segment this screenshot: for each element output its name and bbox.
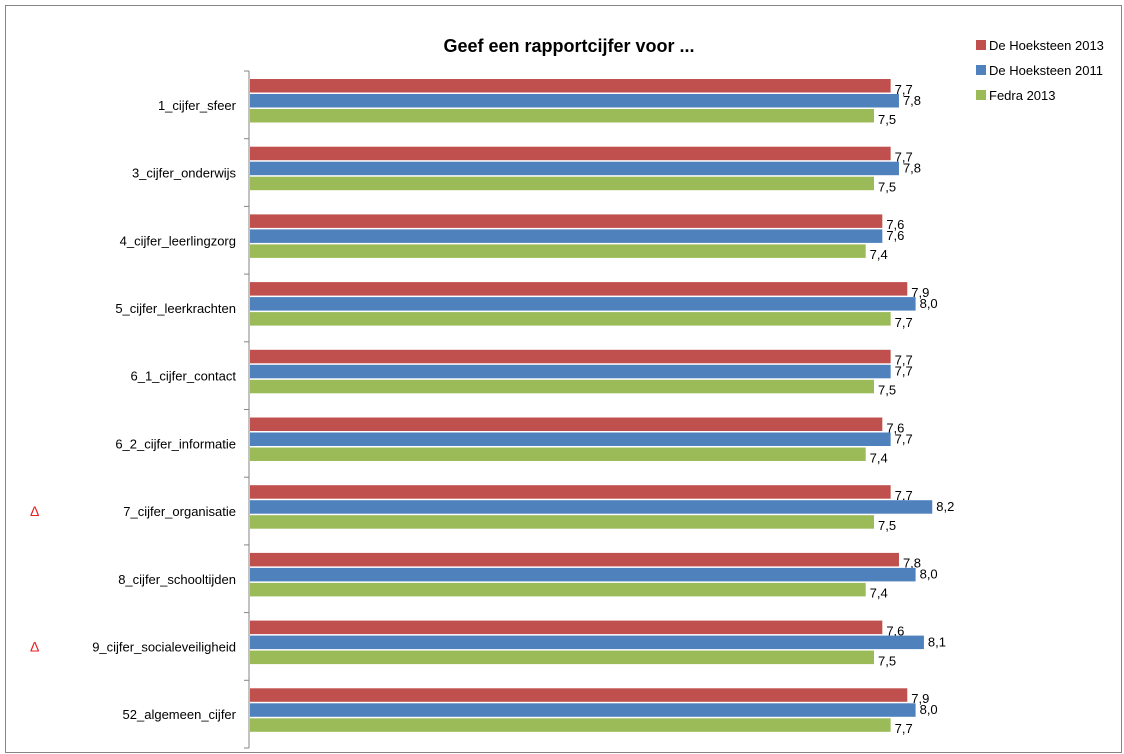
data-label: 8,2 — [936, 499, 954, 514]
bar — [250, 379, 874, 394]
data-label: 7,7 — [895, 149, 913, 164]
bar — [250, 282, 908, 296]
data-label: 7,6 — [886, 420, 904, 435]
legend-swatch — [976, 40, 986, 50]
bar — [250, 79, 891, 93]
chart-title: Geef een rapportcijfer voor ... — [443, 36, 694, 56]
data-label: 7,7 — [895, 488, 913, 503]
data-label: 7,7 — [895, 82, 913, 97]
data-label: 8,1 — [928, 634, 946, 649]
category-label: 1_cijfer_sfeer — [158, 98, 237, 113]
data-label: 7,4 — [870, 450, 888, 465]
data-label: 8,0 — [920, 296, 938, 311]
bar — [250, 146, 891, 161]
data-label: 7,9 — [911, 285, 929, 300]
bar — [250, 620, 883, 635]
category-label: 6_1_cijfer_contact — [130, 369, 236, 384]
bar — [250, 312, 891, 326]
delta-marker: Δ — [30, 638, 39, 654]
bar — [250, 703, 916, 717]
bar — [250, 94, 899, 108]
bar — [250, 297, 916, 311]
bar — [250, 349, 891, 364]
legend-entry: De Hoeksteen 2013 — [989, 38, 1104, 53]
category-label: 9_cijfer_socialeveiligheid — [92, 639, 236, 654]
legend-entry: De Hoeksteen 2011 — [989, 63, 1103, 78]
data-label: 7,4 — [870, 586, 888, 601]
legend-entry: Fedra 2013 — [989, 88, 1056, 103]
category-label: 4_cijfer_leerlingzorg — [120, 233, 236, 248]
data-label: 7,5 — [878, 112, 896, 127]
delta-marker: Δ — [30, 503, 39, 519]
data-label: 7,8 — [903, 556, 921, 571]
bar — [250, 485, 891, 499]
bar — [250, 500, 933, 514]
bar — [250, 552, 899, 567]
bar — [250, 364, 891, 379]
bar — [250, 176, 874, 191]
bar — [250, 567, 916, 582]
bar — [250, 688, 908, 702]
bar — [250, 635, 924, 650]
data-label: 7,8 — [903, 93, 921, 108]
data-label: 7,5 — [878, 179, 896, 194]
data-label: 7,7 — [895, 364, 913, 379]
data-label: 7,4 — [870, 247, 888, 262]
bar — [250, 161, 899, 176]
data-label: 7,7 — [895, 721, 913, 736]
data-label: 7,9 — [911, 691, 929, 706]
data-label: 7,6 — [886, 623, 904, 638]
data-label: 7,6 — [886, 217, 904, 232]
data-label: 8,0 — [920, 567, 938, 582]
bar — [250, 417, 883, 431]
legend-swatch — [976, 65, 986, 75]
legend: De Hoeksteen 2013 De Hoeksteen 2011 Fedra … — [976, 38, 1104, 103]
legend-swatch — [976, 90, 986, 100]
bar — [250, 109, 874, 123]
bar — [250, 214, 883, 228]
data-label: 7,5 — [878, 383, 896, 398]
data-label: 7,7 — [895, 315, 913, 330]
data-label: 7,8 — [903, 160, 921, 175]
category-label: 8_cijfer_schooltijden — [118, 572, 236, 587]
data-label: 7,6 — [886, 228, 904, 243]
bar — [250, 432, 891, 446]
bar — [250, 582, 866, 597]
bar — [250, 229, 883, 243]
bar — [250, 718, 891, 732]
bar — [250, 244, 866, 258]
bar — [250, 650, 874, 665]
data-label: 7,7 — [895, 353, 913, 368]
data-label: 8,0 — [920, 702, 938, 717]
category-label: 7_cijfer_organisatie — [123, 504, 236, 519]
category-label: 3_cijfer_onderwijs — [132, 166, 237, 181]
bar — [250, 447, 866, 461]
data-label: 7,7 — [895, 431, 913, 446]
category-label: 6_2_cijfer_informatie — [115, 436, 236, 451]
plot-area: 1_cijfer_sfeer7,77,87,53_cijfer_onderwij… — [30, 70, 954, 749]
category-label: 5_cijfer_leerkrachten — [115, 301, 236, 316]
category-label: 52_algemeen_cijfer — [123, 707, 237, 722]
bar — [250, 515, 874, 529]
data-label: 7,5 — [878, 653, 896, 668]
data-label: 7,5 — [878, 518, 896, 533]
